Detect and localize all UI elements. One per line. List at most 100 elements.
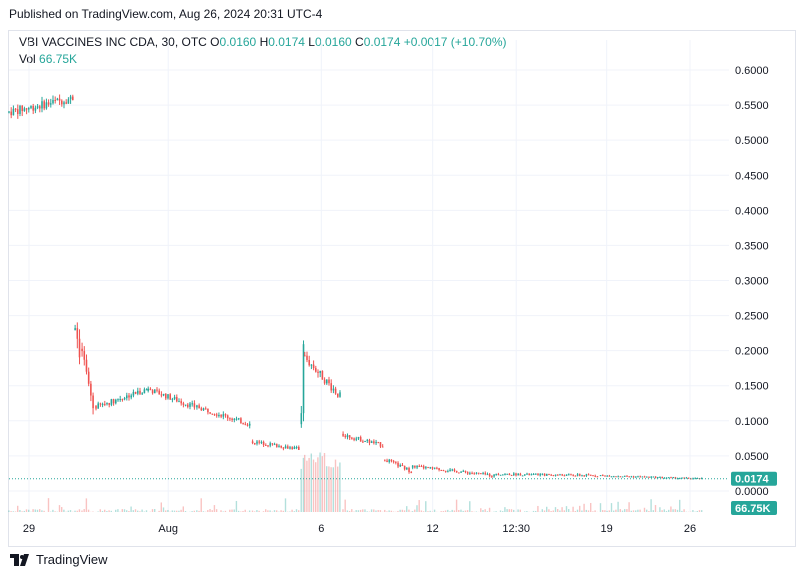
volume-bar	[364, 509, 366, 512]
candle-body	[422, 466, 425, 469]
candle-body	[231, 418, 233, 420]
candle-body	[220, 415, 222, 417]
volume-bar	[23, 510, 25, 512]
candle-body	[416, 466, 418, 468]
volume-bar	[310, 453, 312, 512]
volume-bar	[674, 509, 676, 512]
volume-bar	[698, 510, 701, 512]
candle-body	[427, 467, 429, 469]
candle-body	[251, 441, 254, 444]
candle-body	[78, 338, 81, 358]
x-tick-label: 12	[427, 523, 439, 535]
y-tick-label: 0.1500	[735, 381, 769, 393]
volume-bar	[198, 510, 200, 512]
volume-bar	[390, 510, 393, 512]
candle-body	[639, 476, 641, 478]
candle-body	[355, 438, 358, 440]
y-tick-label: 0.4000	[735, 205, 769, 217]
candle-body	[462, 470, 465, 472]
candle-body	[330, 383, 332, 391]
volume-bar	[548, 509, 550, 512]
volume-bar	[317, 457, 319, 512]
volume-bar	[139, 511, 141, 512]
volume-bar	[123, 509, 126, 512]
volume-bar	[433, 509, 436, 512]
volume-bar	[572, 506, 574, 512]
volume-bar	[202, 511, 205, 512]
candle-body	[76, 328, 79, 339]
volume-bar	[171, 510, 173, 512]
candle-body	[418, 466, 421, 468]
volume-bar	[244, 509, 246, 512]
candle-body	[466, 472, 469, 474]
volume-bar	[151, 509, 154, 512]
candle-body	[395, 461, 397, 463]
volume-bar	[154, 509, 156, 512]
low-label: L	[308, 35, 315, 49]
candle-body	[517, 473, 519, 476]
candle-body	[17, 109, 19, 114]
volume-bar	[233, 509, 235, 512]
candle-body	[14, 108, 17, 110]
volume-bar	[58, 505, 61, 512]
chart-panel[interactable]	[8, 30, 796, 547]
volume-bar	[207, 510, 209, 512]
candle-body	[12, 108, 15, 116]
tradingview-footer: TradingView	[10, 552, 108, 567]
volume-bar	[701, 510, 703, 512]
candle-body	[310, 364, 313, 366]
volume-bar	[302, 457, 305, 512]
candle-body	[267, 445, 269, 447]
candle-body	[442, 470, 445, 472]
candle-body	[486, 474, 489, 476]
candle-body	[406, 467, 408, 470]
candle-body	[207, 408, 209, 413]
candle-body	[119, 399, 121, 401]
candle-body	[256, 441, 258, 444]
volume-bar	[652, 510, 654, 512]
candle-body	[386, 460, 388, 463]
y-tick-label: 0.5500	[735, 100, 769, 112]
candle-body	[187, 404, 189, 407]
volume-bar	[328, 466, 330, 512]
candle-body	[47, 102, 50, 105]
volume-legend: Vol 66.75K	[19, 52, 77, 66]
volume-bar	[639, 509, 641, 512]
y-tick-label: 0.3500	[735, 240, 769, 252]
candle-body	[411, 465, 414, 468]
volume-bar	[543, 510, 546, 512]
candle-body	[39, 106, 41, 109]
candle-body	[648, 476, 650, 478]
volume-bar	[289, 511, 291, 512]
candle-body	[379, 442, 382, 447]
candle-body	[579, 474, 581, 476]
candle-body	[384, 460, 386, 462]
candle-body	[41, 101, 43, 109]
candle-body	[74, 328, 76, 331]
volume-bar	[550, 511, 552, 512]
candle-body	[260, 441, 263, 443]
candle-body	[112, 399, 115, 404]
candle-body	[282, 447, 285, 449]
volume-bar	[506, 509, 508, 512]
candle-body	[596, 476, 599, 478]
volume-bar	[106, 511, 108, 512]
volume-bar	[222, 511, 224, 512]
volume-bar	[537, 505, 539, 512]
candle-body	[665, 477, 668, 479]
candle-body	[464, 470, 467, 473]
candle-body	[21, 105, 23, 112]
volume-bar	[621, 510, 624, 512]
candle-body	[63, 102, 65, 105]
candle-body	[106, 403, 108, 405]
volume-bar	[69, 510, 72, 512]
change-value: +0.0017 (+10.70%)	[403, 35, 507, 49]
candle-body	[521, 475, 524, 477]
candle-body	[659, 476, 661, 478]
volume-bar	[36, 509, 39, 512]
candle-body	[668, 477, 670, 479]
candle-body	[679, 478, 681, 480]
volume-bar	[418, 500, 420, 512]
volume-bar	[679, 499, 681, 512]
